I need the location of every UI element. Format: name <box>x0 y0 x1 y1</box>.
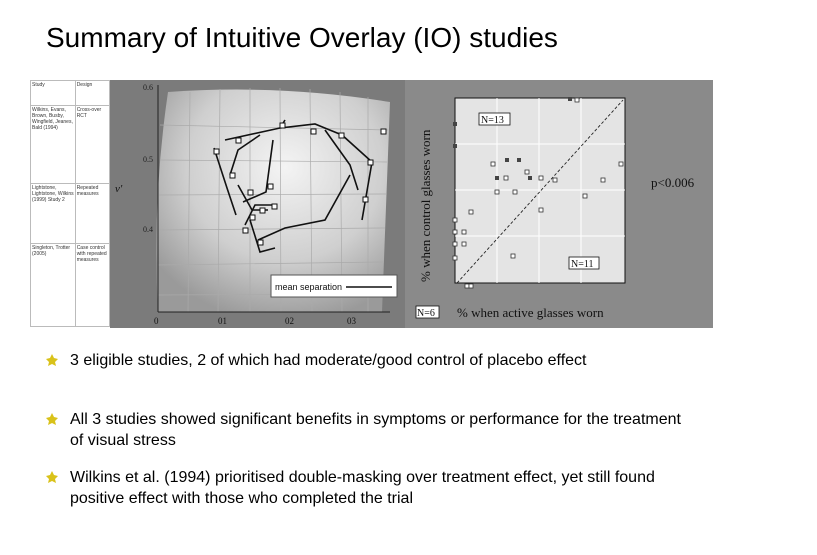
legend-label: mean separation <box>275 282 342 292</box>
open-points <box>452 97 624 289</box>
diagonal-reference-line <box>456 99 624 284</box>
color-space-region <box>156 89 390 313</box>
glasses-scatter-plot: N=13 N=11 N=6 % when active glasses worn… <box>415 97 695 320</box>
table-row: Lightstone, Lightstone, Wilkins (1999) S… <box>30 183 111 244</box>
table-cell-design: Cross-over RCT <box>74 105 111 184</box>
table-cell-design: Repeated measures <box>74 183 111 244</box>
annotation-n6: N=6 <box>417 308 435 319</box>
table-cell-study: Singleton, Trotter (2005) <box>30 243 76 327</box>
x-tick: 0 <box>154 316 159 326</box>
bullet-text: 3 eligible studies, 2 of which had moder… <box>70 352 587 369</box>
annotation-n11: N=11 <box>571 259 594 270</box>
bullet-text: All 3 studies showed significant benefit… <box>70 411 681 449</box>
plot-grid <box>455 98 625 283</box>
y-axis-label: % when control glasses worn <box>418 129 433 282</box>
table-cell-study: Wilkins, Evans, Brown, Busby, Wingfield,… <box>30 105 76 184</box>
chromaticity-plot: 0.6 0.5 0.4 v' 0 01 02 03 <box>115 83 398 326</box>
glasses-scatter-figure: N=13 N=11 N=6 % when active glasses worn… <box>405 80 713 328</box>
x-tick: 02 <box>285 316 294 326</box>
table-row: Singleton, Trotter (2005) Case control w… <box>30 243 111 327</box>
bullet-star-icon <box>46 413 58 425</box>
table-header-study: Study <box>30 80 76 106</box>
annotation-n13: N=13 <box>481 115 504 126</box>
table-header-row: Study Design <box>30 80 111 106</box>
table-cell-study: Lightstone, Lightstone, Wilkins (1999) S… <box>30 183 76 244</box>
n13-label-box <box>478 112 511 126</box>
bullet-star-icon <box>46 471 58 483</box>
y-tick: 0.4 <box>143 225 153 234</box>
table-row: Wilkins, Evans, Brown, Busby, Wingfield,… <box>30 105 111 184</box>
slide-title: Summary of Intuitive Overlay (IO) studie… <box>46 22 558 53</box>
p-value-label: p<0.006 <box>651 175 695 190</box>
bullet-star-icon <box>46 354 58 366</box>
filled-points <box>453 97 572 180</box>
studies-table: Study Design Wilkins, Evans, Brown, Busb… <box>30 80 111 327</box>
table-cell-design: Case control with repeated measures <box>74 243 111 327</box>
x-tick: 01 <box>218 316 227 326</box>
grid-lines <box>157 87 389 313</box>
y-axis-label: v' <box>115 183 123 195</box>
y-tick: 0.5 <box>143 155 153 164</box>
legend-box <box>270 274 398 298</box>
chromaticity-figure: 0.6 0.5 0.4 v' 0 01 02 03 <box>110 80 405 328</box>
data-markers <box>213 122 387 246</box>
x-axis-label: % when active glasses worn <box>457 305 604 320</box>
n6-label-box <box>415 305 440 319</box>
x-tick: 03 <box>347 316 357 326</box>
n11-label-box <box>568 256 600 270</box>
table-header-design: Design <box>74 80 111 106</box>
y-tick: 0.6 <box>143 83 153 92</box>
bullet-text: Wilkins et al. (1994) prioritised double… <box>70 469 655 507</box>
